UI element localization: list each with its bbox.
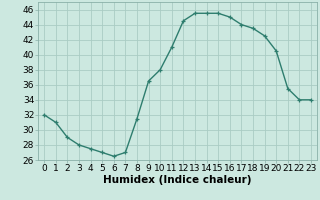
X-axis label: Humidex (Indice chaleur): Humidex (Indice chaleur) [103,175,252,185]
